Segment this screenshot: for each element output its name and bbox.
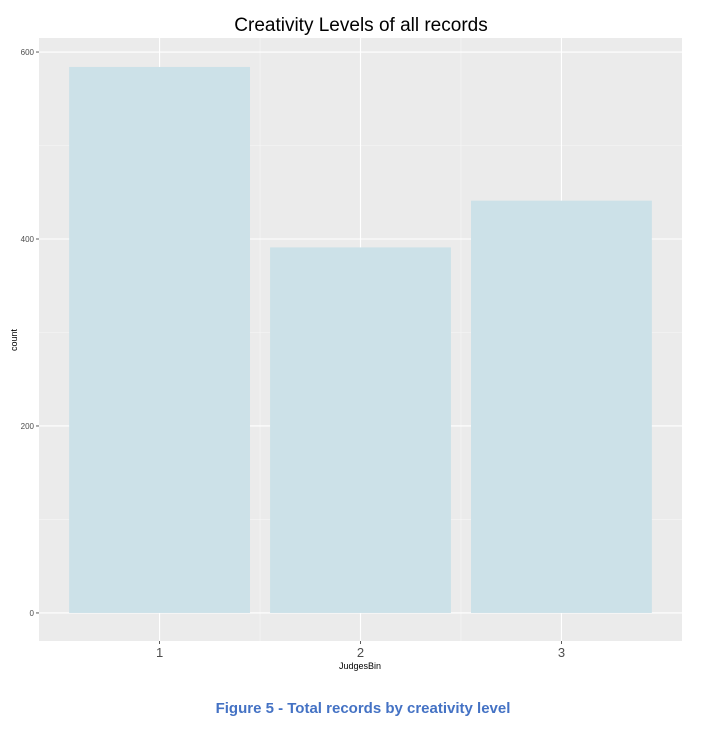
y-axis: 0 200 400 600 [21, 48, 39, 618]
bar [270, 247, 451, 613]
y-tick-label: 0 [30, 609, 35, 618]
chart-title: Creativity Levels of all records [234, 15, 487, 36]
bar [69, 66, 250, 613]
x-tick-label: 1 [156, 645, 163, 660]
bars [69, 66, 652, 613]
chart: Creativity Levels of all records 0 200 400… [9, 15, 682, 671]
x-tick-label: 2 [357, 645, 364, 660]
x-axis-label: JudgesBin [339, 661, 381, 671]
x-tick-label: 3 [558, 645, 565, 660]
bar [471, 200, 652, 613]
y-tick-label: 400 [21, 235, 35, 244]
x-axis: 1 2 3 [156, 641, 565, 660]
y-tick-label: 200 [21, 422, 35, 431]
y-axis-label: count [9, 328, 19, 351]
figure-caption: Figure 5 - Total records by creativity l… [215, 700, 511, 717]
y-tick-label: 600 [21, 48, 35, 57]
